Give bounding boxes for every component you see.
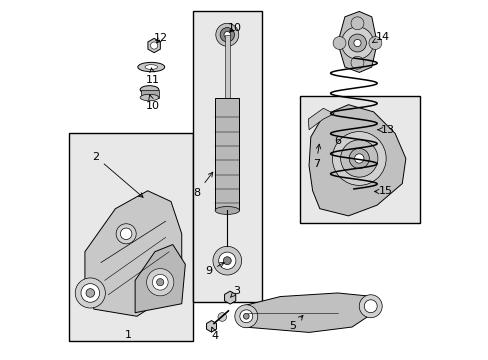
Circle shape bbox=[350, 17, 363, 30]
Text: 3: 3 bbox=[230, 286, 240, 297]
Text: 15: 15 bbox=[374, 186, 392, 197]
Circle shape bbox=[332, 37, 346, 49]
Polygon shape bbox=[85, 191, 182, 316]
Text: 5: 5 bbox=[289, 315, 303, 331]
Circle shape bbox=[218, 252, 235, 269]
Circle shape bbox=[86, 289, 94, 297]
Text: 10: 10 bbox=[146, 95, 160, 112]
Text: 1: 1 bbox=[124, 330, 131, 340]
Circle shape bbox=[218, 313, 226, 321]
Polygon shape bbox=[308, 108, 333, 130]
Circle shape bbox=[120, 228, 132, 239]
Circle shape bbox=[215, 23, 238, 46]
Text: 10: 10 bbox=[227, 23, 241, 33]
Polygon shape bbox=[224, 291, 235, 304]
Text: 6: 6 bbox=[334, 136, 341, 145]
Bar bbox=[224, 35, 229, 98]
Polygon shape bbox=[147, 39, 160, 53]
Text: 13: 13 bbox=[377, 125, 394, 135]
Text: 9: 9 bbox=[204, 262, 224, 276]
Circle shape bbox=[368, 37, 381, 49]
Circle shape bbox=[224, 32, 230, 38]
Bar bbox=[192, 12, 262, 302]
Polygon shape bbox=[308, 105, 405, 216]
Circle shape bbox=[348, 148, 368, 168]
Circle shape bbox=[239, 310, 252, 323]
Polygon shape bbox=[206, 320, 216, 332]
Ellipse shape bbox=[140, 94, 159, 101]
Bar bbox=[69, 134, 192, 341]
Circle shape bbox=[150, 42, 158, 49]
Text: 11: 11 bbox=[146, 68, 160, 85]
Circle shape bbox=[234, 305, 257, 328]
Circle shape bbox=[341, 27, 373, 59]
Ellipse shape bbox=[215, 207, 239, 215]
Circle shape bbox=[350, 56, 363, 69]
Ellipse shape bbox=[333, 186, 373, 197]
Circle shape bbox=[359, 295, 382, 318]
Circle shape bbox=[146, 269, 174, 296]
Circle shape bbox=[340, 140, 377, 177]
Circle shape bbox=[353, 40, 360, 46]
Polygon shape bbox=[135, 244, 185, 313]
Polygon shape bbox=[337, 12, 376, 72]
Circle shape bbox=[220, 28, 234, 42]
Ellipse shape bbox=[338, 188, 368, 195]
Circle shape bbox=[81, 284, 100, 302]
Polygon shape bbox=[244, 293, 373, 332]
Text: 8: 8 bbox=[193, 172, 212, 198]
Text: 12: 12 bbox=[154, 33, 168, 43]
Circle shape bbox=[152, 274, 168, 290]
Circle shape bbox=[223, 257, 231, 265]
Ellipse shape bbox=[144, 65, 157, 69]
Bar bbox=[300, 96, 419, 223]
Circle shape bbox=[116, 224, 136, 244]
Text: 2: 2 bbox=[92, 152, 143, 197]
Ellipse shape bbox=[140, 86, 159, 94]
Circle shape bbox=[348, 34, 366, 52]
Circle shape bbox=[364, 300, 376, 313]
Circle shape bbox=[212, 246, 241, 275]
Circle shape bbox=[354, 154, 363, 163]
Text: 14: 14 bbox=[372, 32, 389, 42]
Circle shape bbox=[75, 278, 105, 308]
Circle shape bbox=[332, 132, 386, 185]
Circle shape bbox=[243, 314, 249, 319]
Bar bbox=[140, 90, 159, 98]
Bar bbox=[215, 98, 239, 211]
Text: 7: 7 bbox=[312, 144, 320, 169]
Text: 4: 4 bbox=[211, 327, 218, 341]
Circle shape bbox=[156, 279, 163, 286]
Ellipse shape bbox=[138, 62, 164, 72]
